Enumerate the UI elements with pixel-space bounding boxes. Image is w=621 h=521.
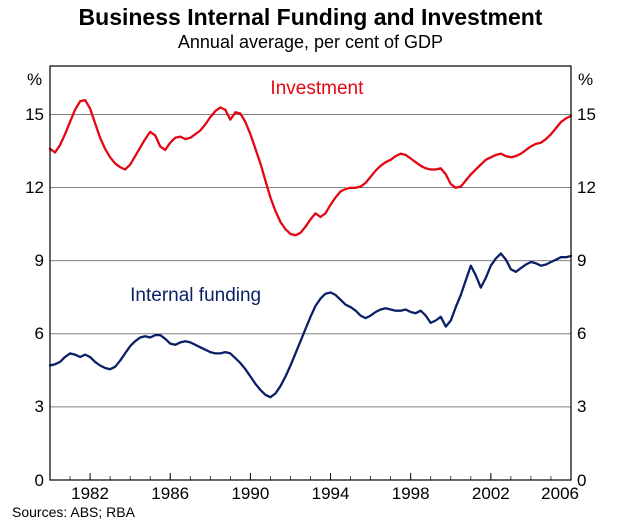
x-tick-label: 1994 <box>306 484 356 504</box>
x-tick-label: 2002 <box>466 484 516 504</box>
y-tick-label: 9 <box>35 251 44 271</box>
y-tick-label: 6 <box>577 324 586 344</box>
y-tick-label: 3 <box>35 397 44 417</box>
y-tick-label: 15 <box>25 105 44 125</box>
series-label-internal-funding: Internal funding <box>130 285 261 307</box>
y-tick-label: 12 <box>577 178 596 198</box>
y-tick-label: 15 <box>577 105 596 125</box>
y-tick-label: 0 <box>35 471 44 491</box>
y-tick-label: 6 <box>35 324 44 344</box>
y-tick-label: 9 <box>577 251 586 271</box>
x-tick-label: 1982 <box>65 484 115 504</box>
x-tick-label: 1986 <box>145 484 195 504</box>
y-tick-label: 3 <box>577 397 586 417</box>
x-tick-label: 1998 <box>386 484 436 504</box>
chart-sources: Sources: ABS; RBA <box>12 504 135 520</box>
x-tick-label: 2006 <box>529 484 579 504</box>
series-label-investment: Investment <box>270 78 363 100</box>
x-tick-label: 1990 <box>225 484 275 504</box>
y-tick-label: 12 <box>25 178 44 198</box>
